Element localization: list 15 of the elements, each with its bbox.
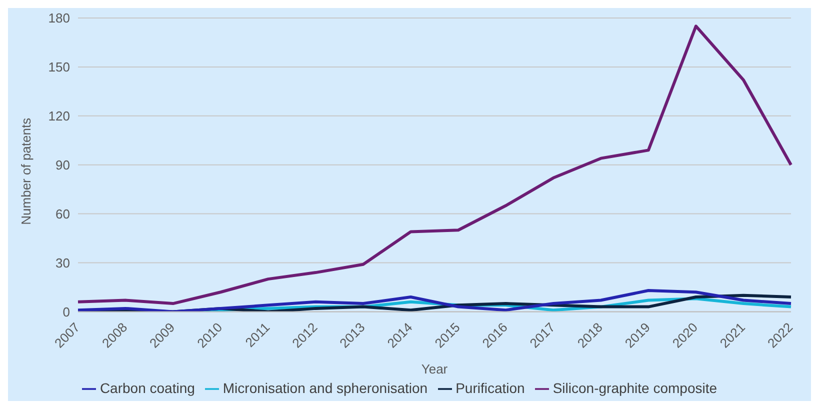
y-tick-label: 120	[48, 108, 70, 124]
line-series	[76, 24, 792, 306]
legend-label: Purification	[456, 380, 525, 396]
y-tick-label: 30	[56, 255, 70, 270]
y-tick-label: 0	[62, 304, 70, 320]
y-axis-title: Number of patents	[18, 117, 34, 225]
legend-label: Micronisation and spheronisation	[222, 380, 428, 396]
legend-label: Silicon-graphite composite	[552, 380, 718, 396]
y-tick-label: 180	[48, 10, 70, 26]
y-tick-label: 60	[56, 206, 70, 222]
line-series	[76, 288, 792, 312]
y-tick-label: 90	[56, 157, 70, 172]
x-axis-title: Year	[421, 362, 448, 377]
legend-label: Carbon coating	[100, 380, 195, 396]
y-tick-label: 150	[48, 60, 70, 75]
